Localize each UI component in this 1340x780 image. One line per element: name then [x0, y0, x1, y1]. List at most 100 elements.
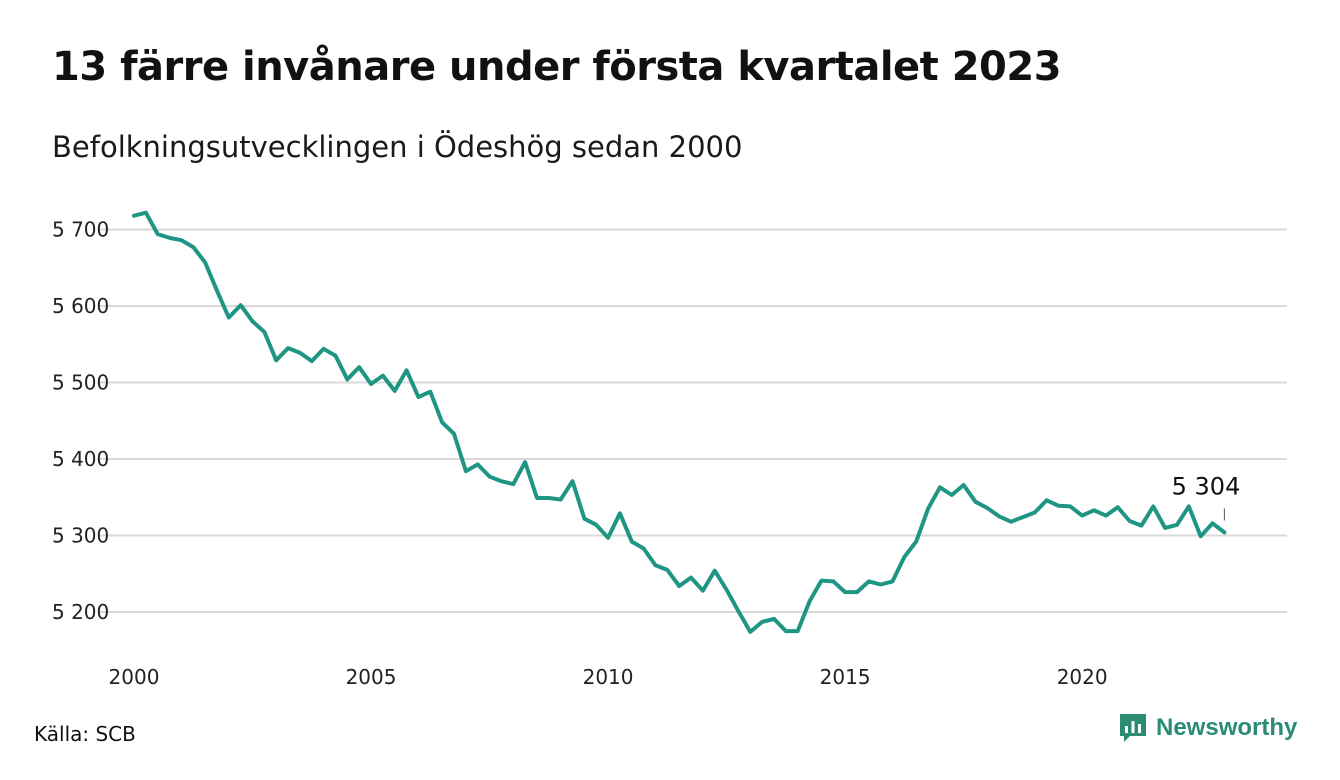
data-point: [880, 583, 882, 585]
data-point: [583, 518, 585, 520]
data-point: [1140, 525, 1142, 527]
data-point: [892, 580, 894, 582]
data-point: [1164, 527, 1166, 529]
data-point: [1212, 522, 1214, 524]
data-point: [512, 483, 514, 485]
x-axis-tick-labels: 2000 2005 2010 2015 2020: [109, 665, 1108, 689]
data-point: [287, 347, 289, 349]
data-point: [619, 512, 621, 514]
data-point: [749, 631, 751, 633]
data-point: [180, 239, 182, 241]
data-point: [548, 497, 550, 499]
data-point: [477, 463, 479, 465]
data-point: [998, 515, 1000, 517]
y-tick-label: 5 400: [52, 447, 109, 471]
data-point: [382, 375, 384, 377]
data-point: [1188, 505, 1190, 507]
data-point: [1129, 520, 1131, 522]
data-point: [654, 564, 656, 566]
data-point: [441, 421, 443, 423]
data-point: [346, 378, 348, 380]
data-point: [1069, 505, 1071, 507]
data-point: [133, 215, 135, 217]
data-point: [275, 359, 277, 361]
x-tick-label: 2015: [820, 665, 871, 689]
data-point: [844, 591, 846, 593]
y-tick-label: 5 200: [52, 600, 109, 624]
data-point: [726, 589, 728, 591]
data-point: [643, 548, 645, 550]
data-point: [702, 590, 704, 592]
data-point: [915, 541, 917, 543]
data-point: [1176, 524, 1178, 526]
data-point: [963, 484, 965, 486]
data-point: [903, 556, 905, 558]
data-point: [737, 610, 739, 612]
data-point: [204, 261, 206, 263]
data-point: [809, 600, 811, 602]
data-point: [429, 391, 431, 393]
data-point: [489, 476, 491, 478]
data-point: [169, 237, 171, 239]
data-point: [761, 621, 763, 623]
data-points: [133, 212, 1225, 633]
data-point: [690, 577, 692, 579]
data-point: [951, 494, 953, 496]
data-point: [299, 352, 301, 354]
y-tick-label: 5 500: [52, 371, 109, 395]
brand-logo: Newsworthy: [1118, 712, 1297, 744]
data-point: [773, 618, 775, 620]
data-point: [311, 360, 313, 362]
data-point: [157, 233, 159, 235]
data-point: [417, 396, 419, 398]
source-note: Källa: SCB: [34, 722, 136, 746]
x-tick-label: 2010: [583, 665, 634, 689]
data-point: [856, 591, 858, 593]
data-point: [1105, 515, 1107, 517]
data-point: [524, 461, 526, 463]
end-value-label: 5 304: [1172, 472, 1241, 500]
data-point: [1010, 521, 1012, 523]
data-point: [216, 290, 218, 292]
data-point: [1200, 535, 1202, 537]
data-point: [263, 331, 265, 333]
data-point: [370, 383, 372, 385]
data-point: [465, 470, 467, 472]
data-point: [939, 486, 941, 488]
data-point: [145, 212, 147, 214]
x-tick-label: 2005: [346, 665, 397, 689]
data-point: [358, 366, 360, 368]
data-point: [1046, 499, 1048, 501]
data-point: [714, 570, 716, 572]
data-point: [974, 501, 976, 503]
data-point: [1223, 531, 1225, 533]
data-point: [868, 580, 870, 582]
data-point: [560, 499, 562, 501]
y-tick-label: 5 700: [52, 218, 109, 242]
y-tick-label: 5 600: [52, 294, 109, 318]
data-point: [1093, 509, 1095, 511]
data-point: [678, 585, 680, 587]
data-point: [334, 355, 336, 357]
data-point: [666, 569, 668, 571]
brand-name: Newsworthy: [1156, 714, 1298, 741]
data-point: [572, 480, 574, 482]
data-point: [1034, 512, 1036, 514]
data-point: [406, 369, 408, 371]
data-point: [1022, 516, 1024, 518]
x-tick-label: 2000: [109, 665, 160, 689]
data-point: [820, 580, 822, 582]
data-point: [500, 480, 502, 482]
data-point: [192, 246, 194, 248]
data-point: [1152, 505, 1154, 507]
data-point: [252, 320, 254, 322]
x-tick-label: 2020: [1057, 665, 1108, 689]
data-point: [785, 630, 787, 632]
y-axis-tick-labels: 5 200 5 300 5 400 5 500 5 600 5 700: [52, 218, 109, 625]
data-point: [832, 580, 834, 582]
y-tick-label: 5 300: [52, 524, 109, 548]
data-point: [1117, 506, 1119, 508]
chart-speech-bubble-icon: [1120, 714, 1146, 742]
data-point: [927, 508, 929, 510]
data-point: [1081, 515, 1083, 517]
